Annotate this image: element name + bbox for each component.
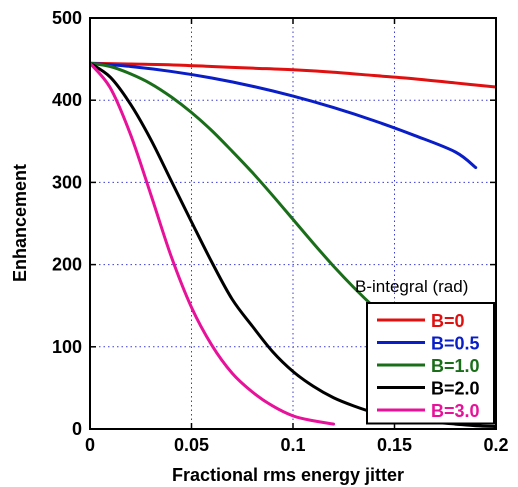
y-tick-label: 200 xyxy=(52,255,82,275)
legend-label-b-3-0: B=3.0 xyxy=(431,401,480,421)
y-tick-label: 0 xyxy=(72,419,82,439)
series-line-b-0 xyxy=(90,61,496,89)
legend-title: B-integral (rad) xyxy=(355,277,468,296)
y-tick-label: 500 xyxy=(52,8,82,28)
x-tick-label: 0.1 xyxy=(280,435,305,455)
legend-label-b-0: B=0 xyxy=(431,311,465,331)
y-tick-label: 100 xyxy=(52,337,82,357)
legend-label-b-2-0: B=2.0 xyxy=(431,379,480,399)
y-axis-label: Enhancement xyxy=(10,164,30,282)
x-tick-label: 0.05 xyxy=(174,435,209,455)
legend-label-b-1-0: B=1.0 xyxy=(431,356,480,376)
legend-box xyxy=(366,302,495,425)
ticks: 0 0.05 0.1 0.15 0.2 0 100 200 300 400 500 xyxy=(52,8,509,455)
legend: B=0 B=0.5B=1.0 B=2.0B=3.0 xyxy=(366,302,495,425)
legend-label-b-0-5: B=0.5 xyxy=(431,334,480,354)
series-line-b-3-0 xyxy=(90,61,336,426)
x-axis-label: Fractional rms energy jitter xyxy=(172,465,404,485)
y-tick-label: 400 xyxy=(52,90,82,110)
x-tick-label: 0.15 xyxy=(377,435,412,455)
x-tick-label: 0 xyxy=(85,435,95,455)
y-tick-label: 300 xyxy=(52,172,82,192)
plot-frame xyxy=(89,17,497,430)
grid xyxy=(90,18,496,429)
x-tick-label: 0.2 xyxy=(483,435,508,455)
series-line-b-0-5 xyxy=(90,61,478,170)
